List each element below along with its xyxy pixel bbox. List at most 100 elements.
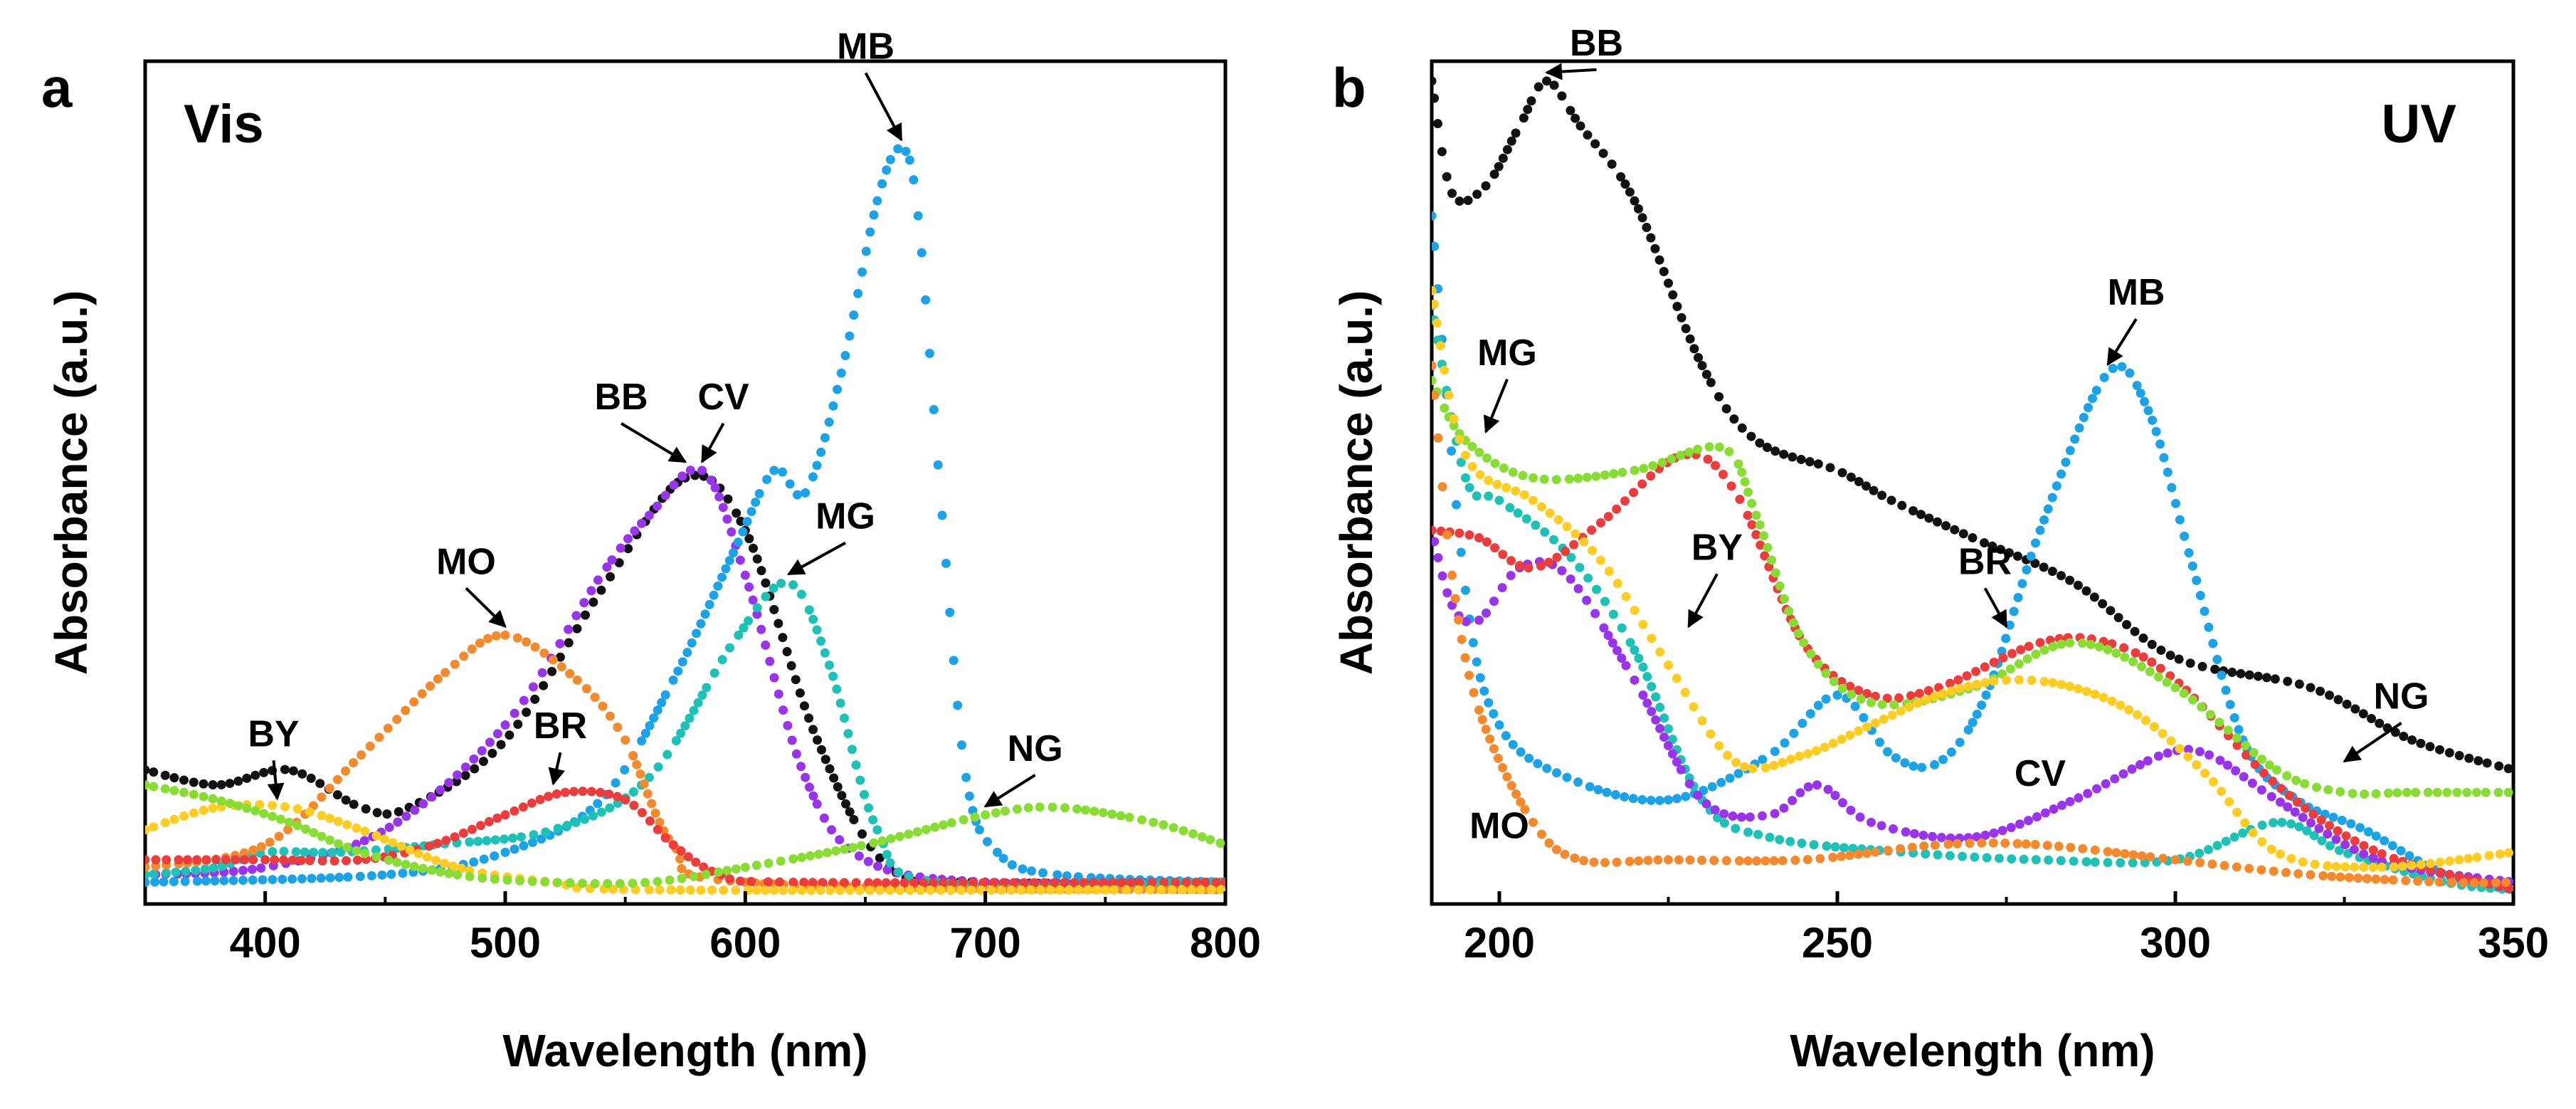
- data-point: [1082, 885, 1092, 895]
- data-point: [529, 830, 539, 840]
- data-point: [2407, 861, 2417, 871]
- data-point: [1737, 423, 1747, 433]
- data-point: [996, 885, 1006, 895]
- data-point: [1726, 481, 1736, 491]
- data-point: [1145, 885, 1155, 895]
- data-point: [813, 735, 823, 745]
- data-point: [2165, 651, 2175, 661]
- data-point: [1516, 747, 1526, 757]
- data-point: [1463, 196, 1473, 206]
- data-point: [2137, 661, 2146, 671]
- data-point: [2411, 787, 2421, 797]
- data-point: [1805, 709, 1815, 719]
- data-point: [970, 812, 980, 822]
- annotation-arrow: [267, 760, 285, 801]
- data-point: [162, 855, 171, 865]
- data-point: [2065, 446, 2075, 456]
- data-point: [1743, 510, 1753, 520]
- data-point: [808, 472, 818, 482]
- data-point: [723, 494, 733, 504]
- series-mg: [1432, 300, 2513, 895]
- data-point: [2222, 760, 2232, 770]
- data-point: [502, 875, 512, 885]
- data-point: [201, 855, 211, 865]
- annotation-label: CV: [697, 377, 749, 418]
- data-point: [1770, 809, 1780, 819]
- data-point: [2367, 714, 2377, 724]
- data-point: [825, 764, 835, 774]
- data-point: [1697, 361, 1707, 371]
- data-point: [744, 616, 754, 626]
- data-point: [1432, 525, 1437, 535]
- data-point: [1896, 706, 1906, 716]
- data-point: [1009, 878, 1019, 888]
- data-point: [746, 507, 756, 517]
- data-point: [1770, 568, 1780, 578]
- data-point: [628, 751, 638, 761]
- data-point: [1467, 441, 1477, 451]
- data-point: [623, 544, 633, 554]
- data-point: [857, 267, 867, 277]
- data-point: [2090, 857, 2100, 867]
- data-point: [333, 816, 343, 826]
- data-point: [1704, 442, 1714, 452]
- data-point: [1612, 579, 1622, 589]
- data-point: [1889, 700, 1899, 710]
- annotation-label: MG: [1477, 332, 1537, 374]
- data-point: [1862, 722, 1872, 732]
- data-point: [1667, 749, 1677, 759]
- data-point: [1494, 720, 1504, 730]
- data-point: [748, 543, 758, 553]
- data-point: [2026, 551, 2036, 561]
- data-point: [1788, 796, 1798, 806]
- data-point: [820, 433, 830, 443]
- data-point: [530, 694, 540, 704]
- data-point: [877, 179, 887, 189]
- data-point: [606, 572, 616, 582]
- data-point: [450, 832, 460, 842]
- data-point: [2276, 784, 2286, 794]
- annotation-br: BR: [1958, 541, 2012, 629]
- data-point: [571, 611, 581, 621]
- data-point: [1906, 690, 1916, 700]
- data-point: [2401, 876, 2411, 885]
- data-point: [2016, 645, 2026, 655]
- data-point: [864, 878, 874, 888]
- series-br: [145, 787, 1225, 888]
- data-point: [2242, 750, 2252, 760]
- annotation-label: MO: [436, 541, 496, 582]
- data-point: [1464, 671, 1474, 680]
- data-point: [1455, 196, 1464, 206]
- data-point: [512, 633, 522, 643]
- data-point: [825, 885, 835, 895]
- data-point: [180, 876, 190, 886]
- data-point: [519, 695, 529, 705]
- data-point: [1508, 467, 1518, 477]
- data-point: [2081, 857, 2091, 867]
- data-point: [159, 877, 169, 887]
- data-point: [332, 790, 342, 800]
- data-point: [2359, 862, 2369, 872]
- data-point: [201, 876, 211, 886]
- data-point: [371, 831, 381, 841]
- data-point: [360, 826, 370, 836]
- data-point: [2217, 787, 2227, 797]
- data-point: [1950, 525, 1960, 535]
- data-point: [1506, 136, 1516, 146]
- data-point: [653, 824, 663, 834]
- data-point: [774, 619, 783, 629]
- data-point: [405, 845, 415, 855]
- data-point: [470, 764, 480, 774]
- data-point: [1171, 878, 1181, 888]
- data-point: [1796, 454, 1806, 464]
- data-point: [946, 885, 956, 895]
- data-point: [593, 799, 603, 809]
- data-point: [2166, 736, 2176, 746]
- data-point: [765, 656, 775, 666]
- data-point: [1845, 730, 1855, 740]
- data-point: [1485, 734, 1495, 744]
- annotation-mg: MG: [1477, 332, 1537, 434]
- data-point: [668, 675, 678, 685]
- data-point: [2170, 683, 2180, 693]
- data-point: [869, 838, 879, 848]
